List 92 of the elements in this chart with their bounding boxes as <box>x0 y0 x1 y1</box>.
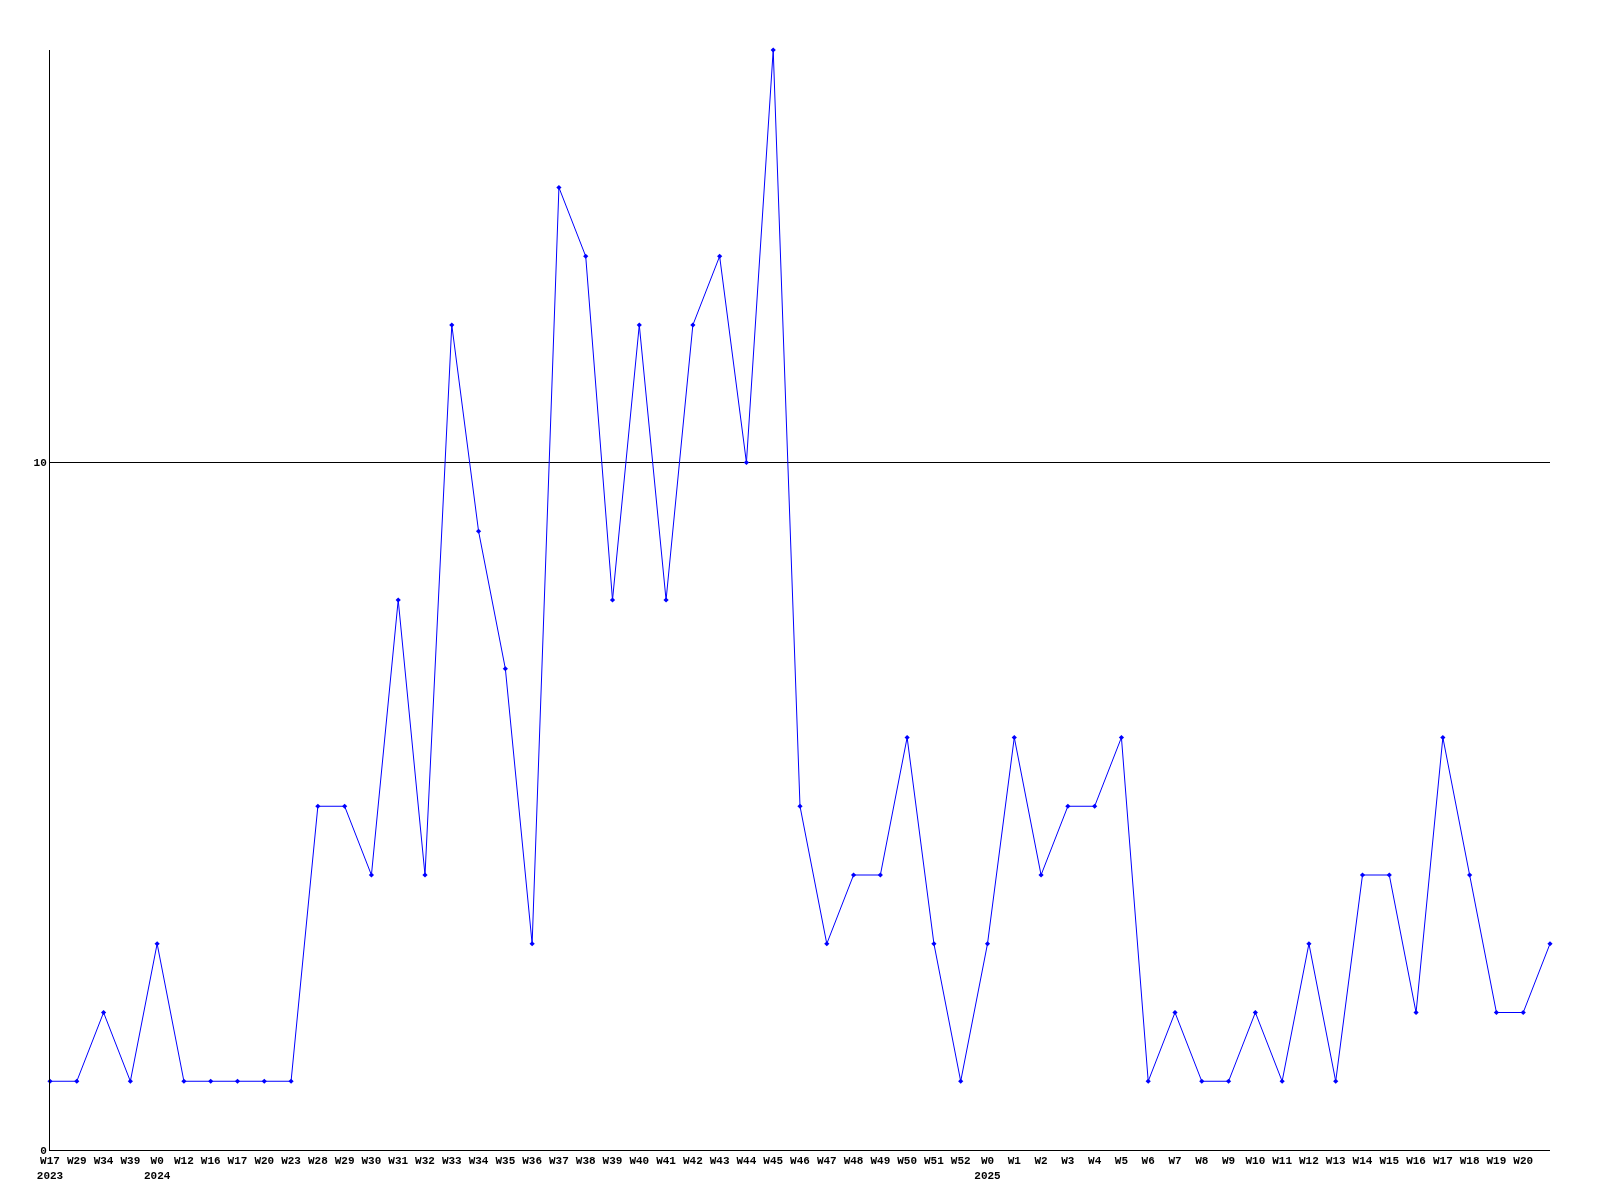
x-tick-label: W30 <box>361 1155 382 1168</box>
y-tick-label: 0 <box>40 1144 47 1157</box>
x-tick-label: W20 <box>1513 1155 1534 1168</box>
x-tick-label: W36 <box>522 1155 543 1168</box>
x-tick-label: W16 <box>200 1155 221 1168</box>
x-tick-label: W40 <box>629 1155 650 1168</box>
point <box>74 1078 80 1084</box>
x-tick-label: W46 <box>790 1155 810 1168</box>
x-tick-label: W17 2023 <box>36 1155 64 1182</box>
x-tick-label: W34 <box>93 1155 114 1168</box>
point <box>556 184 562 191</box>
x-tick-label: W1 <box>1007 1155 1022 1168</box>
x-tick-label: W17 <box>227 1155 248 1168</box>
x-tick-label: W32 <box>415 1155 435 1168</box>
x-tick-label: W9 <box>1221 1155 1236 1168</box>
x-tick-label: W50 <box>897 1155 918 1168</box>
x-tick-label: W43 <box>709 1155 730 1168</box>
x-tick-label: W16 <box>1406 1155 1426 1168</box>
x-tick-label: W0 2024 <box>143 1155 171 1182</box>
x-tick-label: W34 <box>468 1155 489 1168</box>
x-tick-label: W18 <box>1459 1155 1480 1168</box>
x-tick-label: W29 <box>334 1155 355 1168</box>
point <box>502 666 508 672</box>
x-tick-label: W19 <box>1486 1155 1507 1168</box>
point <box>1333 1078 1339 1084</box>
point <box>127 1078 133 1084</box>
x-tick-label: W44 <box>736 1155 757 1168</box>
x-tick-label: W15 <box>1379 1155 1400 1168</box>
x-tick-label: W6 <box>1141 1155 1155 1168</box>
x-tick-label: W28 <box>307 1155 329 1168</box>
point <box>609 597 616 603</box>
point <box>1145 1078 1151 1084</box>
point <box>904 734 910 741</box>
x-tick-label: W7 <box>1168 1155 1182 1168</box>
point <box>368 872 375 878</box>
x-tick-label: W5 <box>1114 1155 1129 1168</box>
x-tick-label: W39 <box>120 1155 141 1168</box>
point <box>1172 1009 1178 1016</box>
point <box>984 941 991 947</box>
point <box>475 528 482 534</box>
point <box>1359 872 1366 878</box>
point <box>583 253 589 259</box>
x-tick-label: W10 <box>1245 1155 1266 1168</box>
x-tick-label: W39 <box>602 1155 623 1168</box>
x-tick-label: W11 <box>1272 1155 1293 1168</box>
x-tick-label: W8 <box>1195 1155 1209 1168</box>
x-tick-label: W42 <box>682 1155 703 1168</box>
point <box>1520 1009 1526 1016</box>
point <box>850 872 857 878</box>
x-tick-label: W4 <box>1088 1155 1102 1168</box>
x-tick-label: W37 <box>549 1155 569 1168</box>
x-tick-label: W23 <box>281 1155 302 1168</box>
point <box>1440 734 1446 741</box>
point <box>1199 1078 1205 1084</box>
x-tick-label: W49 <box>870 1155 891 1168</box>
point <box>1118 734 1125 741</box>
x-tick-label: W33 <box>441 1155 463 1168</box>
x-tick-label: W41 <box>656 1155 677 1168</box>
point <box>1092 803 1098 809</box>
point <box>824 941 830 947</box>
x-tick-label: W51 <box>924 1155 945 1168</box>
x-tick-label: W0 2025 <box>974 1155 1002 1182</box>
x-tick-label: W35 <box>495 1155 516 1168</box>
x-tick-label: W52 <box>950 1155 971 1168</box>
x-tick-label: W48 <box>843 1155 864 1168</box>
x-tick-label: W12 <box>1299 1155 1319 1168</box>
x-tick-label: W17 <box>1432 1155 1453 1168</box>
x-tick-label: W3 <box>1061 1155 1075 1168</box>
point <box>958 1078 964 1084</box>
point <box>1493 1009 1500 1016</box>
x-tick-label: W47 <box>816 1155 837 1168</box>
point <box>717 253 723 259</box>
y-tick-label: 10 <box>33 457 47 470</box>
x-tick-label: W31 <box>388 1155 409 1168</box>
point <box>234 1078 241 1084</box>
x-tick-label: W13 <box>1325 1155 1347 1168</box>
point <box>100 1009 107 1016</box>
x-tick-label: W14 <box>1352 1155 1373 1168</box>
point <box>261 1078 267 1084</box>
point <box>743 459 750 466</box>
x-tick-label: W38 <box>575 1155 597 1168</box>
point <box>208 1078 214 1084</box>
point <box>342 803 348 809</box>
point <box>1225 1078 1232 1084</box>
x-tick-label: W45 <box>763 1155 784 1168</box>
x-tick-label: W2 <box>1034 1155 1048 1168</box>
x-tick-label: W29 <box>66 1155 87 1168</box>
point <box>1252 1009 1258 1016</box>
point <box>1413 1009 1419 1016</box>
point <box>1011 734 1017 741</box>
x-tick-label: W20 <box>254 1155 275 1168</box>
x-tick-label: W12 <box>174 1155 194 1168</box>
